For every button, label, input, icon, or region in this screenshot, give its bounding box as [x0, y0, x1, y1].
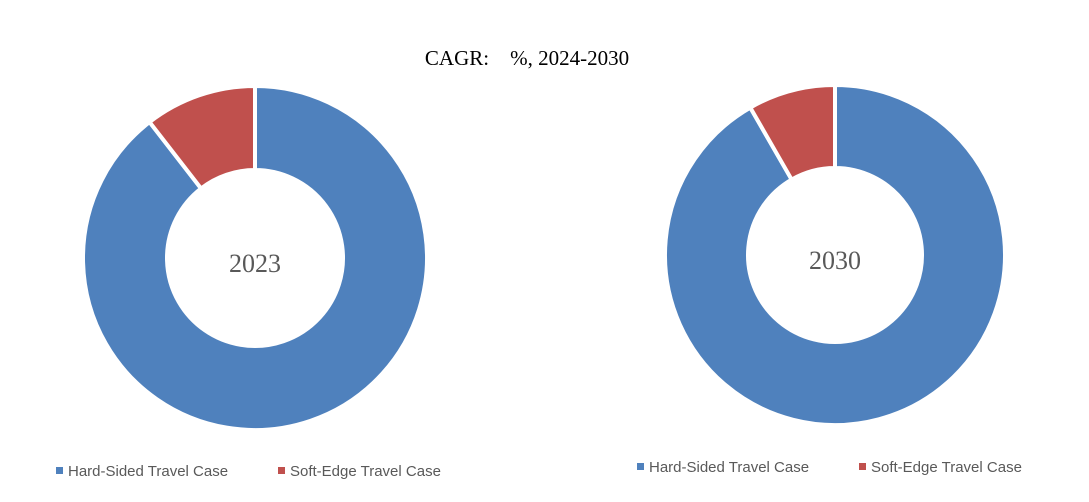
- chart-title: CAGR: %, 2024-2030: [425, 46, 629, 70]
- legend-marker: [637, 463, 644, 470]
- legend-label: Hard-Sided Travel Case: [68, 463, 228, 480]
- donut-slice: [747, 82, 837, 183]
- center-label: 2023: [229, 249, 281, 278]
- legend-marker: [56, 467, 63, 474]
- legend-marker: [278, 467, 285, 474]
- donut-slice: [146, 83, 257, 192]
- legend-marker: [859, 463, 866, 470]
- legend-label: Soft-Edge Travel Case: [871, 459, 1022, 476]
- donut-slice: [663, 82, 1007, 427]
- center-label: 2030: [809, 246, 861, 275]
- legend-label: Soft-Edge Travel Case: [290, 463, 441, 480]
- donut-slice: [81, 83, 429, 432]
- legend-label: Hard-Sided Travel Case: [649, 459, 809, 476]
